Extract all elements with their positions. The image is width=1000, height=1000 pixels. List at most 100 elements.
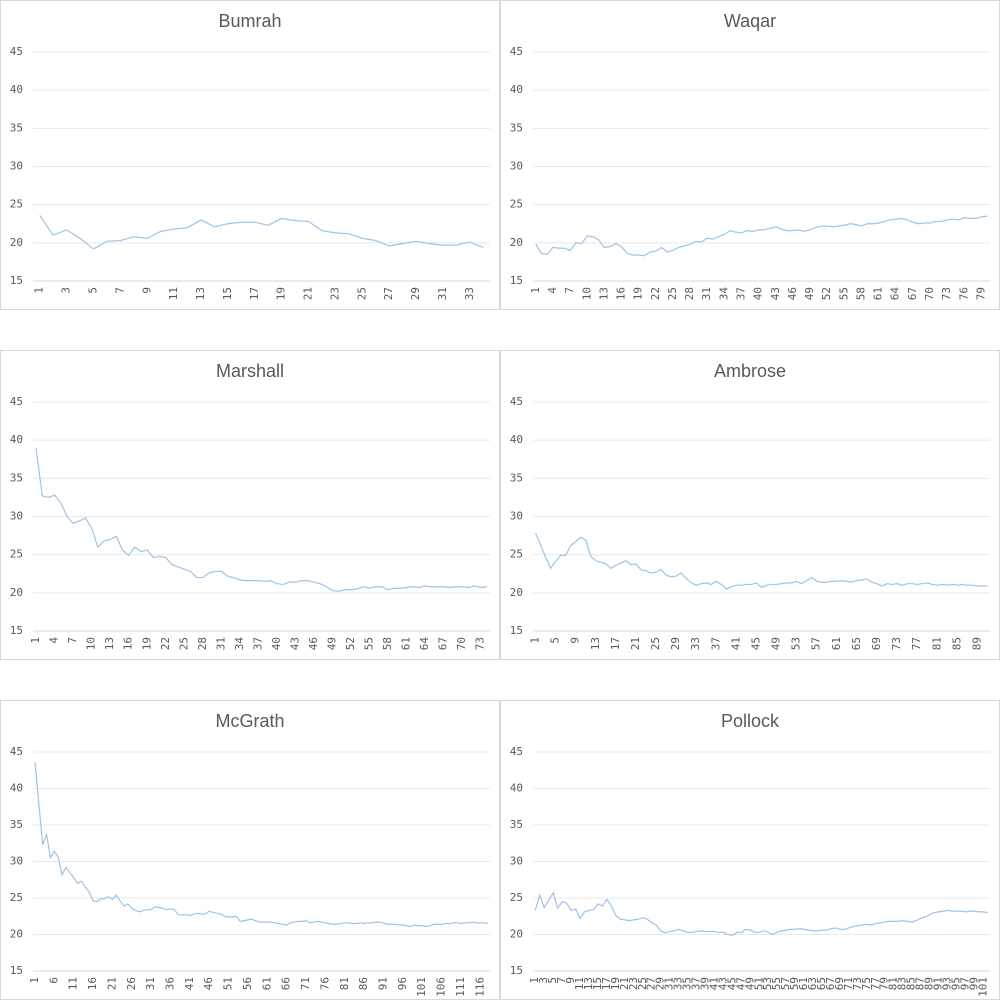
- y-tick-label: 25: [10, 891, 23, 904]
- x-tick-label: 65: [850, 637, 863, 650]
- x-tick-label: 53: [790, 637, 803, 650]
- x-tick-label: 25: [177, 637, 190, 650]
- x-tick-label: 27: [382, 287, 395, 300]
- x-tick-label: 93: [940, 977, 953, 990]
- x-tick-label: 51: [222, 977, 235, 990]
- y-tick-label: 35: [10, 818, 23, 831]
- data-line: [35, 447, 487, 592]
- x-tick-label: 45: [725, 977, 738, 990]
- y-tick-label: 15: [510, 274, 523, 287]
- x-tick-label: 17: [600, 977, 613, 990]
- x-tick-label: 46: [786, 287, 799, 300]
- y-tick-label: 15: [10, 274, 23, 287]
- x-tick-label: 37: [251, 637, 264, 650]
- x-tick-label: 9: [569, 637, 582, 644]
- x-tick-label: 77: [869, 977, 882, 990]
- x-tick-label: 11: [573, 977, 586, 990]
- x-tick-label: 13: [589, 637, 602, 650]
- x-tick-label: 77: [910, 637, 923, 650]
- data-line: [534, 891, 988, 936]
- x-tick-label: 45: [749, 637, 762, 650]
- y-tick-label: 35: [510, 121, 523, 134]
- x-tick-label: 71: [299, 977, 312, 990]
- x-tick-label: 22: [649, 287, 662, 300]
- x-tick-label: 91: [376, 977, 389, 990]
- x-tick-label: 37: [709, 637, 722, 650]
- x-tick-label: 9: [140, 287, 153, 294]
- x-tick-label: 4: [48, 637, 61, 644]
- x-tick-label: 1: [529, 287, 542, 294]
- x-tick-label: 26: [125, 977, 138, 990]
- x-tick-label: 61: [797, 977, 810, 990]
- x-tick-label: 3: [537, 977, 550, 984]
- y-tick-label: 15: [10, 964, 23, 977]
- x-tick-label: 116: [473, 977, 486, 997]
- x-tick-label: 69: [833, 977, 846, 990]
- x-tick-label: 11: [167, 287, 180, 300]
- x-tick-label: 7: [113, 287, 126, 294]
- x-tick-label: 25: [666, 287, 679, 300]
- y-tick-label: 20: [10, 236, 23, 249]
- x-tick-label: 27: [645, 977, 658, 990]
- x-tick-label: 34: [717, 287, 730, 301]
- x-tick-label: 41: [707, 977, 720, 990]
- x-tick-label: 23: [328, 287, 341, 300]
- x-tick-label: 43: [288, 637, 301, 650]
- x-tick-label: 34: [233, 637, 246, 651]
- x-tick-label: 89: [923, 977, 936, 990]
- x-tick-label: 10: [85, 637, 98, 650]
- x-tick-label: 21: [629, 637, 642, 650]
- x-tick-label: 35: [681, 977, 694, 990]
- panel-border: [0, 350, 500, 660]
- x-tick-label: 7: [563, 287, 576, 294]
- x-tick-label: 79: [878, 977, 891, 990]
- x-tick-label: 101: [976, 977, 989, 997]
- data-line: [534, 533, 988, 590]
- data-line: [39, 215, 484, 250]
- x-tick-label: 111: [454, 977, 467, 997]
- chart-title: McGrath: [215, 711, 284, 731]
- y-tick-label: 40: [10, 433, 23, 446]
- x-tick-label: 64: [889, 287, 902, 301]
- panel-border: [500, 350, 1000, 660]
- x-tick-label: 47: [734, 977, 747, 990]
- y-tick-label: 20: [510, 236, 523, 249]
- x-tick-label: 13: [103, 637, 116, 650]
- x-tick-label: 96: [396, 977, 409, 990]
- x-tick-label: 33: [463, 287, 476, 300]
- x-tick-label: 29: [654, 977, 667, 990]
- x-tick-label: 49: [803, 287, 816, 300]
- y-tick-label: 25: [10, 198, 23, 211]
- x-tick-label: 73: [474, 637, 487, 650]
- y-tick-label: 30: [510, 855, 523, 868]
- chart-panel: Pollock152025303540451357911131517192123…: [500, 700, 1000, 1000]
- x-tick-label: 76: [957, 287, 970, 300]
- chart-panel: Marshall 15 20 25 30 35 40 45 1 4 7 10 13 16 19 22 25 28 3…: [0, 350, 500, 660]
- x-tick-label: 56: [241, 977, 254, 990]
- x-tick-label: 49: [326, 637, 339, 650]
- y-tick-label: 40: [510, 433, 523, 446]
- x-tick-label: 16: [122, 637, 135, 650]
- x-tick-label: 37: [690, 977, 703, 990]
- x-tick-label: 16: [86, 977, 99, 990]
- x-tick-label: 41: [729, 637, 742, 650]
- x-tick-label: 87: [914, 977, 927, 990]
- y-tick-label: 45: [10, 745, 23, 758]
- x-tick-label: 81: [887, 977, 900, 990]
- y-tick-label: 45: [510, 395, 523, 408]
- x-tick-label: 15: [221, 287, 234, 300]
- chart-panel: Waqar 15 20 25 30 35 40 45 1 4 7 10 13 16 19 22 25 28 31 34…: [500, 0, 1000, 310]
- y-tick-label: 20: [10, 928, 23, 941]
- x-tick-label: 36: [163, 977, 176, 990]
- y-tick-label: 30: [510, 510, 523, 523]
- x-tick-label: 70: [455, 637, 468, 650]
- x-tick-label: 4: [546, 287, 559, 294]
- x-tick-label: 59: [788, 977, 801, 990]
- x-tick-label: 85: [905, 977, 918, 990]
- y-tick-label: 40: [10, 83, 23, 96]
- x-tick-label: 81: [338, 977, 351, 990]
- x-tick-label: 73: [890, 637, 903, 650]
- x-tick-label: 22: [159, 637, 172, 650]
- x-tick-label: 21: [105, 977, 118, 990]
